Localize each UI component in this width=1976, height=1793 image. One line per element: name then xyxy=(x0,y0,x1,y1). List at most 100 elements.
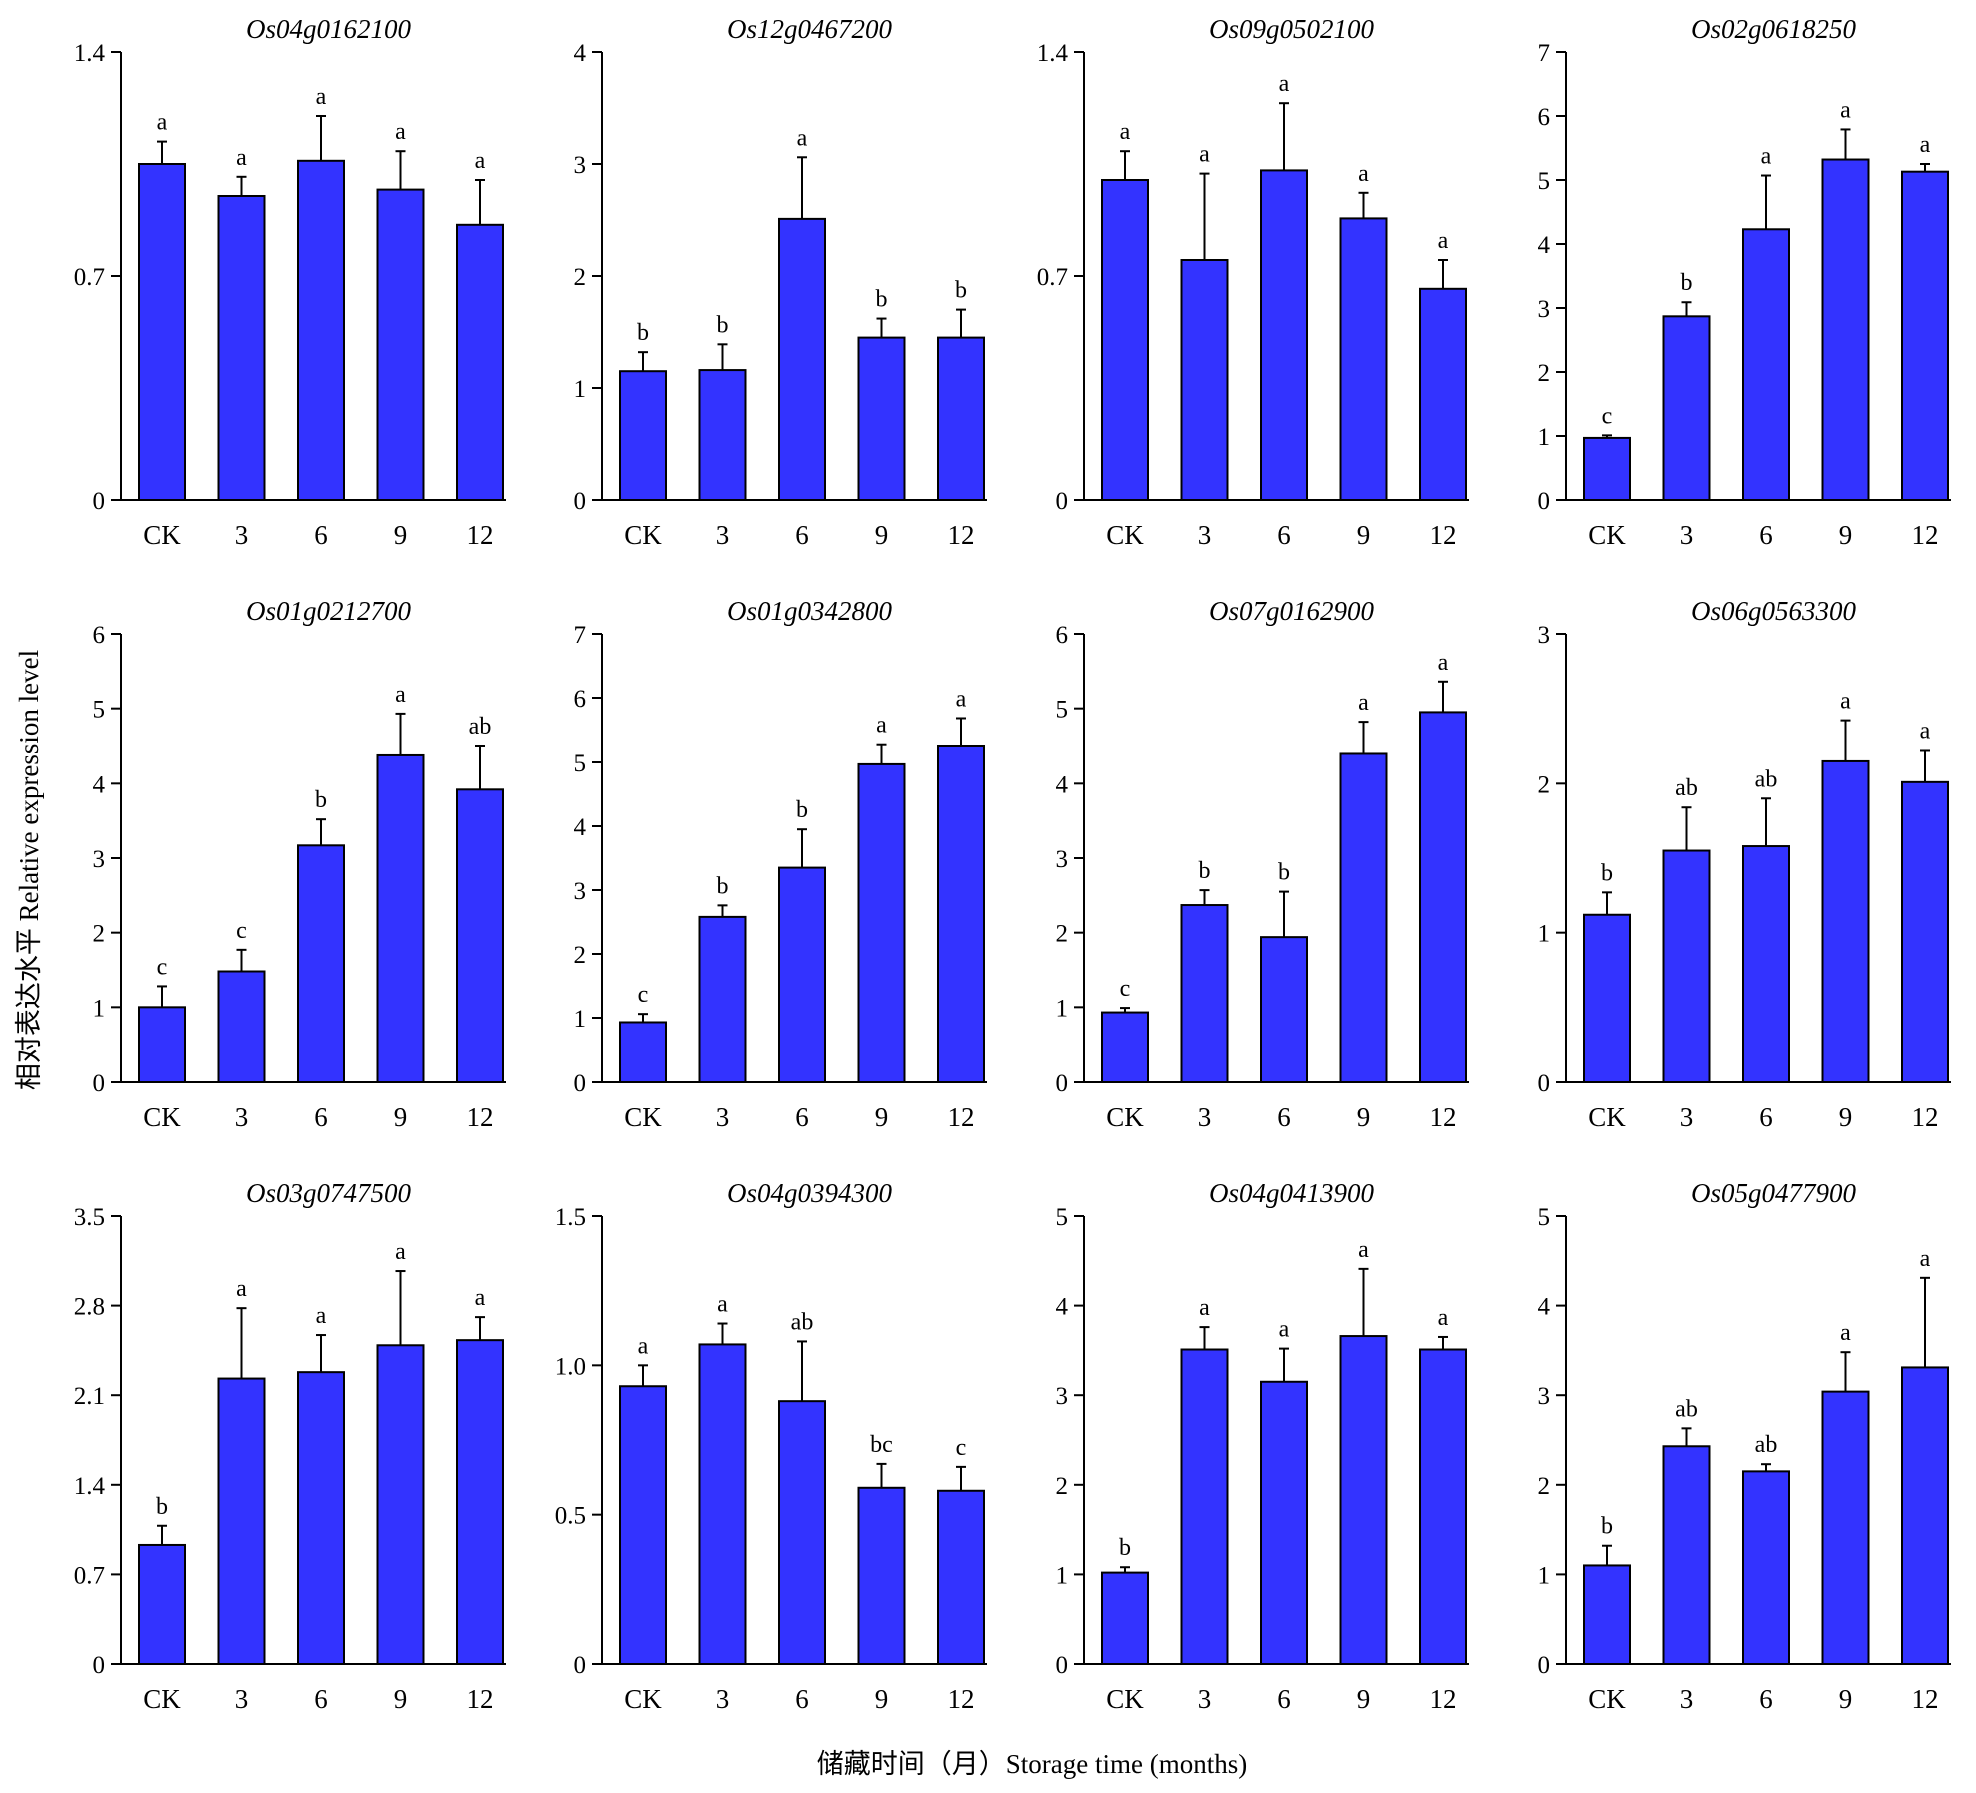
significance-label: a xyxy=(1199,142,1210,168)
bar xyxy=(1742,845,1790,1084)
panel-title: Os06g0563300 xyxy=(1691,596,1857,626)
significance-label: a xyxy=(395,1239,406,1265)
y-tick-label: 6 xyxy=(93,622,106,649)
x-tick-label: 3 xyxy=(235,1102,249,1132)
x-tick-label: 9 xyxy=(1839,520,1853,550)
significance-label: a xyxy=(1840,689,1851,715)
y-tick-label: 4 xyxy=(1056,771,1069,798)
bar xyxy=(1821,759,1870,1084)
y-tick-label: 3 xyxy=(1538,622,1551,649)
y-tick-label: 0 xyxy=(1538,1652,1551,1679)
bar xyxy=(857,336,906,501)
x-tick-label: 12 xyxy=(1430,1102,1457,1132)
significance-label: a xyxy=(1279,1317,1290,1343)
bar xyxy=(1583,913,1631,1083)
y-tick-label: 5 xyxy=(1538,1204,1551,1231)
x-tick-label: CK xyxy=(1588,520,1626,550)
x-tick-label: CK xyxy=(143,520,181,550)
significance-label: a xyxy=(876,713,887,739)
bar xyxy=(1662,849,1711,1083)
bar xyxy=(1339,1335,1388,1665)
y-axis-title: 相对表达水平 Relative expression level xyxy=(14,650,44,1090)
x-tick-label: 9 xyxy=(394,1684,408,1714)
x-tick-label: 6 xyxy=(314,520,328,550)
x-tick-label: CK xyxy=(1588,1102,1626,1132)
significance-label: b xyxy=(955,278,967,304)
significance-label: a xyxy=(1438,650,1449,676)
bar xyxy=(1662,1445,1711,1665)
x-tick-label: 6 xyxy=(1759,1102,1773,1132)
y-tick-label: 4 xyxy=(574,40,587,67)
panel-title: Os04g0162100 xyxy=(246,14,412,44)
bar xyxy=(1101,1011,1149,1083)
bar xyxy=(1662,315,1711,501)
significance-label: a xyxy=(1438,1305,1449,1331)
x-tick-label: 9 xyxy=(1357,1102,1371,1132)
y-tick-label: 1 xyxy=(1056,1562,1069,1589)
bar xyxy=(1901,1366,1949,1665)
bar xyxy=(1339,217,1388,501)
y-tick-label: 1 xyxy=(1056,995,1069,1022)
bar xyxy=(1821,1390,1870,1665)
y-tick-label: 1 xyxy=(1538,424,1551,451)
significance-label: b xyxy=(1119,1535,1131,1561)
bar xyxy=(1180,1348,1229,1666)
x-tick-label: 6 xyxy=(1277,1102,1291,1132)
y-tick-label: 1.5 xyxy=(555,1204,586,1231)
significance-label: a xyxy=(1840,97,1851,123)
significance-label: a xyxy=(638,1333,649,1359)
bar xyxy=(1260,936,1308,1083)
x-tick-label: 12 xyxy=(948,1102,975,1132)
y-tick-label: 0 xyxy=(93,1652,106,1679)
x-tick-label: CK xyxy=(624,1102,662,1132)
bar xyxy=(937,745,985,1083)
x-tick-label: 3 xyxy=(1680,1102,1694,1132)
x-tick-label: 12 xyxy=(948,1684,975,1714)
bar xyxy=(778,866,826,1083)
y-tick-label: 2 xyxy=(1056,1473,1069,1500)
bar xyxy=(217,1377,266,1666)
chart-panel: Os09g0502100 0 0.7 1.4 a CK a 3 a 6 a 9 a 12 xyxy=(1037,14,1469,550)
y-tick-label: 1 xyxy=(574,376,587,403)
x-tick-label: 3 xyxy=(235,520,249,550)
bar xyxy=(937,336,985,501)
panel-title: Os04g0413900 xyxy=(1209,1178,1375,1208)
y-tick-label: 5 xyxy=(93,697,106,724)
significance-label: a xyxy=(316,84,327,110)
bar xyxy=(698,1343,747,1665)
y-tick-label: 4 xyxy=(93,771,106,798)
bar xyxy=(619,1385,667,1665)
y-tick-label: 0 xyxy=(574,1070,587,1097)
bar xyxy=(1101,1571,1149,1666)
significance-label: a xyxy=(1920,132,1931,158)
y-tick-label: 0.7 xyxy=(74,1562,105,1589)
x-tick-label: CK xyxy=(143,1102,181,1132)
significance-label: c xyxy=(956,1435,967,1461)
bar xyxy=(619,1021,667,1083)
x-tick-label: 3 xyxy=(1680,520,1694,550)
significance-label: ab xyxy=(1755,766,1778,792)
significance-label: b xyxy=(1199,858,1211,884)
y-tick-label: 2 xyxy=(1538,771,1551,798)
x-tick-label: 9 xyxy=(875,1684,889,1714)
bar xyxy=(1419,1348,1467,1666)
y-tick-label: 3 xyxy=(1538,1383,1551,1410)
y-tick-label: 2 xyxy=(574,264,587,291)
x-tick-label: CK xyxy=(1106,520,1144,550)
significance-label: a xyxy=(236,145,247,171)
significance-label: c xyxy=(638,982,649,1008)
bar xyxy=(857,762,906,1083)
chart-panel: Os04g0394300 0 0.5 1.0 1.5 a CK a 3 ab 6 bc 9 c 12 xyxy=(555,1178,987,1714)
significance-label: b xyxy=(1601,860,1613,886)
significance-label: a xyxy=(1358,1237,1369,1263)
significance-label: a xyxy=(1920,1246,1931,1272)
x-tick-label: 3 xyxy=(1198,1684,1212,1714)
bar xyxy=(1260,169,1308,501)
x-tick-label: 3 xyxy=(235,1684,249,1714)
x-tick-label: 12 xyxy=(1912,520,1939,550)
x-tick-label: 6 xyxy=(795,1102,809,1132)
significance-label: a xyxy=(1920,718,1931,744)
